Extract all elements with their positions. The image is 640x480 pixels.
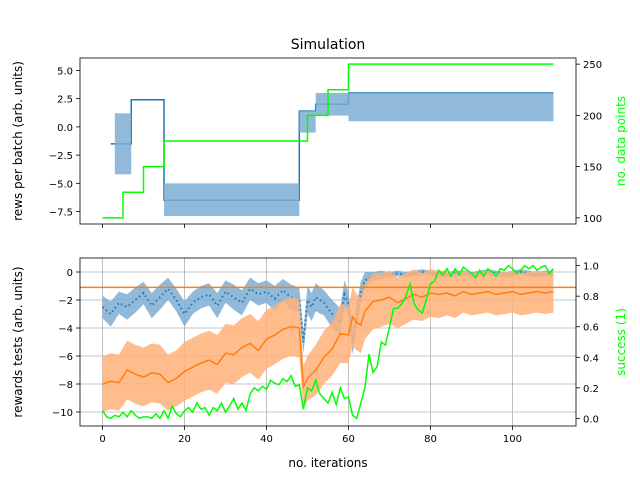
- x-tick-label-5: 100: [503, 434, 522, 445]
- y-tick-label-3: 0.0: [57, 123, 73, 134]
- band-segment-1-0: [114, 113, 132, 175]
- top-panel-marks: [102, 63, 554, 219]
- bottom-y2-axis-label: success (1): [614, 308, 628, 376]
- bottom-panel-frame: [79, 257, 577, 427]
- top-y-axis-label: rews per batch (arb. units): [11, 61, 25, 221]
- chart-title: Simulation: [291, 37, 366, 53]
- x-tick-label-2: 40: [260, 434, 273, 445]
- top-panel: Simulation −7.5 −5.0 −2.5 0.0 2.5 5.0 100 150 2…: [11, 37, 628, 228]
- bottom-left-axis: 0 −2 −4 −6 −8 −10: [52, 268, 80, 419]
- top-bottom-axis-ticks: [102, 224, 513, 228]
- y2-tick-label-3: 0.6: [583, 323, 599, 334]
- y2-tick-label-4: 0.8: [583, 292, 599, 303]
- top-y2-axis-label: no. data points: [614, 96, 628, 186]
- x-tick-label-4: 80: [424, 434, 437, 445]
- y-tick-label-1: −2: [58, 296, 73, 307]
- y-tick-label-4: 2.5: [57, 95, 73, 106]
- band-segment-1-4: [315, 93, 349, 116]
- y2-tick-label-0: 100: [583, 214, 602, 225]
- y-tick-label-2: −4: [58, 324, 73, 335]
- bottom-right-axis: 0.0 0.2 0.4 0.6 0.8 1.0: [576, 262, 599, 425]
- band-segment-1-2: [164, 183, 300, 217]
- band-1: [102, 269, 554, 412]
- y-tick-label-2: −2.5: [49, 151, 73, 162]
- y-tick-label-0: 0: [67, 268, 73, 279]
- top-left-axis: −7.5 −5.0 −2.5 0.0 2.5 5.0: [49, 66, 80, 219]
- top-panel-frame: [79, 57, 577, 225]
- line-0: [101, 270, 554, 343]
- y-tick-label-5: −10: [52, 408, 73, 419]
- y-tick-label-1: −5.0: [49, 179, 73, 190]
- top-right-axis: 100 150 200 250: [576, 60, 602, 225]
- bottom-panel: 0 −2 −4 −6 −8 −10 0.0 0.2 0.4 0.6 0.8 1.0 0 20 40 60 8…: [11, 257, 628, 470]
- step-line-2: [102, 63, 554, 219]
- y-tick-label-0: −7.5: [49, 208, 73, 219]
- y2-tick-label-1: 150: [583, 163, 602, 174]
- y2-tick-label-2: 0.4: [583, 353, 599, 364]
- band-segment-1-5: [348, 93, 554, 122]
- y2-tick-label-0: 0.0: [583, 414, 599, 425]
- y2-tick-label-2: 200: [583, 111, 602, 122]
- bottom-x-axis: 0 20 40 60 80 100: [99, 426, 522, 445]
- x-tick-label-3: 60: [342, 434, 355, 445]
- y-tick-label-3: −6: [58, 352, 73, 363]
- x-tick-label-0: 0: [99, 434, 105, 445]
- x-axis-label: no. iterations: [288, 456, 367, 470]
- band-0: [102, 269, 554, 355]
- bottom-panel-marks: [80, 264, 576, 421]
- line-2: [101, 264, 555, 421]
- y2-tick-label-5: 1.0: [583, 262, 599, 273]
- bottom-y-axis-label: rewards tests (arb. units): [11, 266, 25, 417]
- y2-tick-label-3: 250: [583, 60, 602, 71]
- y2-tick-label-1: 0.2: [583, 384, 599, 395]
- line-1: [102, 290, 554, 390]
- y-tick-label-5: 5.0: [57, 66, 73, 77]
- x-tick-label-1: 20: [178, 434, 191, 445]
- y-tick-label-4: −8: [58, 380, 73, 391]
